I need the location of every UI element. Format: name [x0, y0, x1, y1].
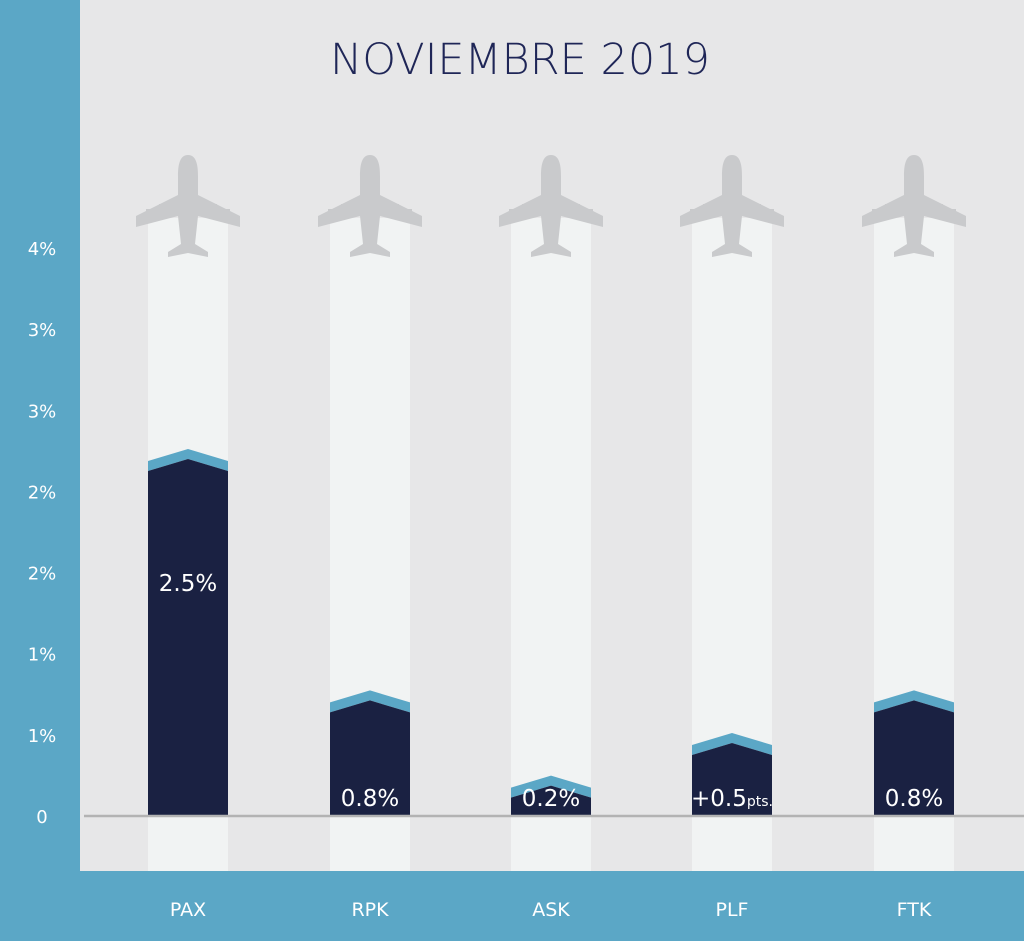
y-tick-label: 1%	[28, 645, 57, 666]
data-label: 0.8%	[885, 786, 943, 812]
bar-ftk	[874, 700, 954, 816]
y-tick-label: 1%	[28, 726, 57, 747]
column-track	[511, 218, 591, 871]
data-label-value: 0.2%	[522, 786, 580, 812]
y-tick-label: 4%	[28, 239, 57, 260]
y-tick-label: 0	[36, 807, 47, 828]
bar-ask	[511, 785, 591, 816]
bar-cap	[692, 733, 772, 755]
bar-plf	[692, 743, 772, 816]
chart-title: NOVIEMBRE 2019	[330, 35, 710, 85]
data-label-value: +0.5	[691, 786, 747, 812]
data-label: 0.2%	[522, 786, 580, 812]
data-label-value: 0.8%	[341, 786, 399, 812]
bar-cap	[511, 775, 591, 798]
category-label: RPK	[351, 899, 389, 921]
data-label-unit: pts.	[747, 794, 773, 810]
category-label: PLF	[716, 899, 749, 921]
bar-cap	[148, 449, 228, 471]
data-label: 0.8%	[341, 786, 399, 812]
category-label: PAX	[170, 899, 206, 921]
data-label-value: 2.5%	[159, 571, 217, 597]
bar-cap	[330, 690, 410, 713]
y-tick-label: 3%	[28, 401, 57, 422]
data-label-value: 0.8%	[885, 786, 943, 812]
y-tick-label: 3%	[28, 320, 57, 341]
bar-rpk	[330, 700, 410, 816]
category-label: FTK	[897, 899, 932, 921]
y-tick-label: 2%	[28, 482, 57, 503]
bar-pax	[148, 459, 228, 816]
y-tick-label: 2%	[28, 564, 57, 585]
data-label: 2.5%	[159, 571, 217, 597]
bar-cap	[874, 690, 954, 713]
data-label: +0.5pts.	[691, 786, 773, 812]
category-label: ASK	[532, 899, 570, 921]
